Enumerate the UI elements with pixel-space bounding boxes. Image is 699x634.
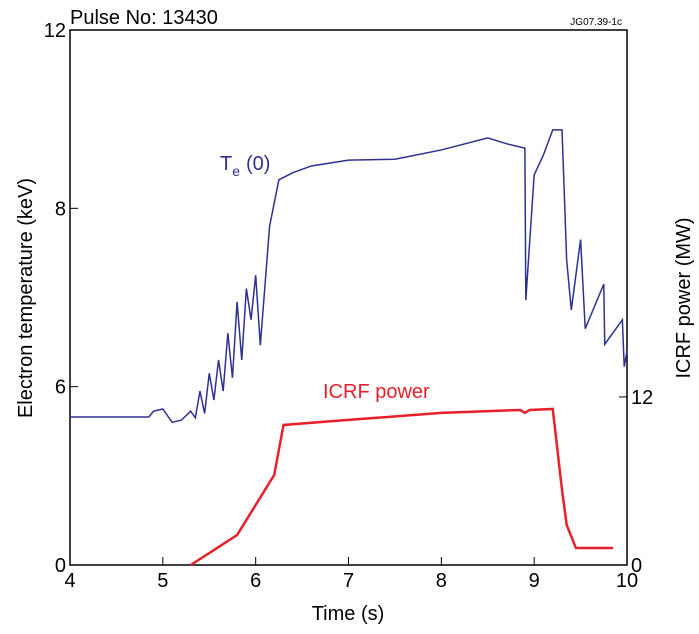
te-annotation: Te (0) (220, 153, 270, 179)
y2-tick-label: 0 (631, 555, 642, 577)
icrf-annotation: ICRF power (323, 381, 430, 403)
data-line (70, 129, 628, 424)
chart-title: Pulse No: 13430 (70, 7, 218, 29)
y-tick-label: 6 (55, 377, 66, 399)
x-tick-label: 6 (250, 570, 261, 592)
x-tick-label: 10 (616, 570, 638, 592)
y-tick-label: 8 (55, 198, 66, 220)
x-tick-label: 4 (64, 570, 75, 592)
y2-axis-label: ICRF power (MW) (673, 217, 695, 378)
x-tick-label: 9 (529, 570, 540, 592)
x-tick-label: 8 (436, 570, 447, 592)
y-tick-label: 0 (55, 555, 66, 577)
x-tick-label: 7 (343, 570, 354, 592)
y-axis-label: Electron temperature (keV) (15, 178, 37, 418)
plot-frame (69, 29, 628, 566)
x-axis-label: Time (s) (312, 603, 385, 625)
data-line (190, 407, 614, 567)
x-tick-label: 5 (157, 570, 168, 592)
y2-tick-label: 12 (631, 387, 653, 409)
figure-code: JG07.39-1c (570, 17, 622, 28)
y-tick-label: 12 (44, 20, 66, 42)
